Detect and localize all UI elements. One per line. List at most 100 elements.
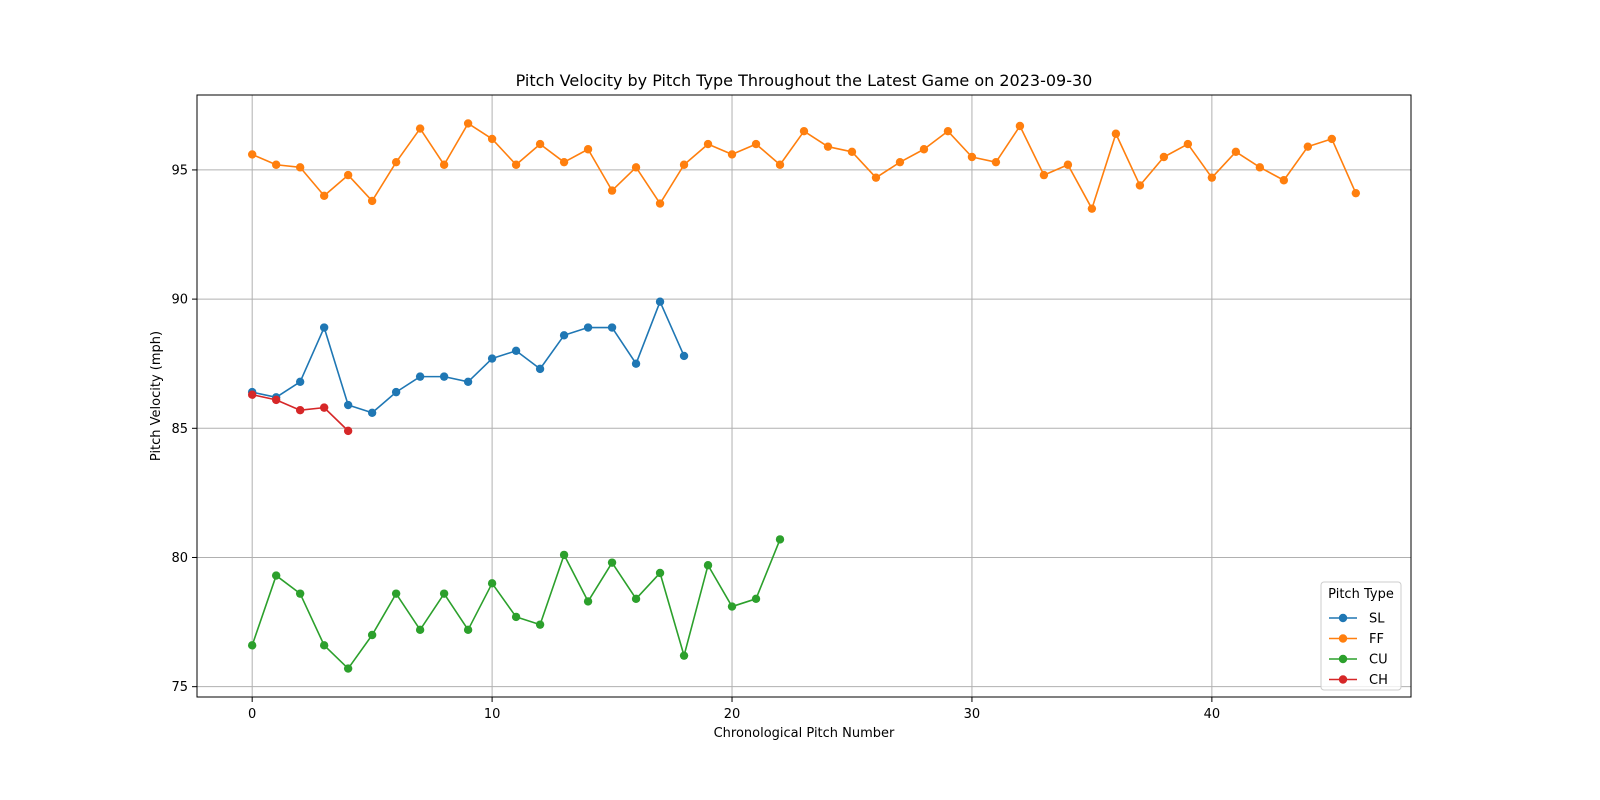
data-point [919,145,929,154]
series-ff [247,119,1361,213]
data-point [271,571,281,580]
data-point [871,173,881,182]
data-point [751,139,761,149]
series-cu [247,535,785,673]
data-point [1231,147,1241,157]
data-point [487,134,497,144]
data-point [367,408,377,417]
y-tick-label: 80 [171,551,188,566]
legend-marker [1338,634,1348,643]
data-point [703,561,713,570]
legend-label: CH [1369,673,1388,688]
data-point [847,147,857,157]
data-point [391,387,401,397]
data-point [343,400,353,410]
tick-layer: 0 10 20 30 40 75 80 85 90 95 [171,163,1220,722]
legend-box [1320,581,1402,691]
data-point [631,359,641,368]
data-point [343,426,353,436]
data-point [727,602,737,611]
series-layer [247,119,1361,673]
data-point [295,377,305,386]
data-point [511,160,521,169]
data-point [679,160,689,169]
x-axis-label: Chronological Pitch Number [714,726,895,741]
data-point [607,323,617,332]
data-point [1063,160,1073,169]
y-tick-label: 95 [171,163,188,178]
data-point [319,323,329,332]
legend-marker [1338,675,1348,684]
legend-label: SL [1369,612,1385,627]
x-tick-label: 20 [724,707,741,722]
data-point [775,160,785,169]
data-point [415,372,425,381]
data-point [295,406,305,415]
data-point [559,331,569,340]
data-point [1327,134,1337,144]
legend-marker [1338,654,1348,664]
legend-label: CU [1369,653,1388,668]
data-point [391,157,401,167]
data-point [607,558,617,567]
data-point [1111,129,1121,138]
data-point [655,199,665,208]
data-point [415,625,425,635]
data-point [631,163,641,172]
data-point [319,403,329,412]
x-tick-label: 30 [964,707,981,722]
y-tick-label: 75 [171,680,188,695]
data-point [1303,142,1313,151]
data-point [439,372,449,381]
data-point [991,157,1001,167]
data-point [1015,121,1025,131]
series-ch [247,390,353,436]
data-point [1135,181,1145,190]
data-point [703,139,713,149]
data-point [655,297,665,306]
data-point [1087,204,1097,213]
data-point [511,612,521,622]
data-point [607,186,617,195]
y-tick-label: 90 [171,293,188,308]
legend-entry-sl: SL [1329,612,1385,627]
data-point [655,568,665,578]
data-point [487,579,497,588]
plot-frame [196,94,1412,698]
data-point [583,145,593,154]
data-point [799,126,809,136]
data-point [535,620,545,629]
data-point [727,150,737,159]
data-point [1159,152,1169,162]
data-point [1207,173,1217,182]
legend-entry-ff: FF [1329,632,1384,647]
data-point [343,170,353,180]
legend: Pitch Type SL FF CU CH [1320,581,1402,691]
data-point [463,625,473,635]
data-point [1255,163,1265,172]
y-axis-label: Pitch Velocity (mph) [149,331,164,461]
data-point [631,594,641,604]
data-point [319,191,329,200]
legend-label: FF [1369,632,1384,647]
data-point [247,390,257,399]
data-point [895,157,905,167]
data-point [463,119,473,128]
series-sl [247,297,689,417]
data-point [367,196,377,206]
legend-title: Pitch Type [1328,587,1394,602]
legend-entries: SL FF CU CH [1329,612,1388,688]
data-point [967,152,977,162]
data-point [559,550,569,560]
data-point [679,651,689,660]
legend-entry-ch: CH [1329,673,1388,688]
x-tick-label: 10 [484,707,501,722]
x-tick-label: 0 [248,707,256,722]
data-point [367,630,377,640]
data-point [247,150,257,159]
data-point [1039,170,1049,180]
data-point [679,351,689,361]
data-point [247,641,257,650]
data-point [943,126,953,136]
chart-title: Pitch Velocity by Pitch Type Throughout … [516,71,1093,90]
